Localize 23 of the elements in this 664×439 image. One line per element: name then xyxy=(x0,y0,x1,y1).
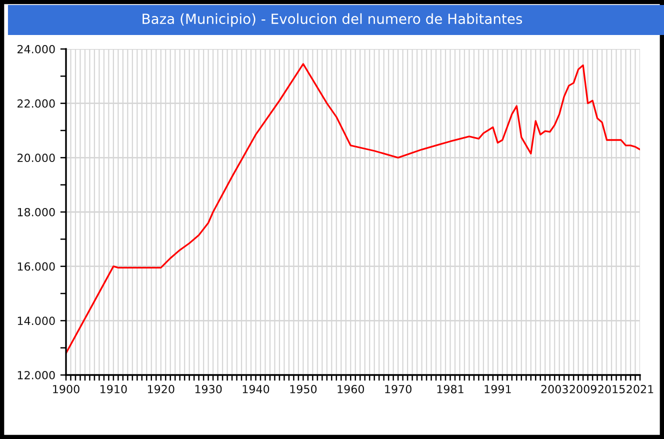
x-tick-label: 2009 xyxy=(570,384,596,394)
y-tick-label: 24.000 xyxy=(18,44,55,54)
x-tick-label: 1930 xyxy=(195,384,222,394)
x-tick-label: 2003 xyxy=(541,384,568,394)
x-tick-label: 1940 xyxy=(242,384,270,394)
x-tick-label: 2015 xyxy=(598,384,625,394)
line-series xyxy=(66,63,640,354)
y-tick-label: 18.000 xyxy=(18,208,55,216)
x-tick-label: 1900 xyxy=(53,384,80,394)
y-tick-label: 16.000 xyxy=(18,262,55,271)
x-tick-label: 1991 xyxy=(484,384,511,394)
x-tick-label: 1960 xyxy=(338,384,364,394)
x-tick-label: 1950 xyxy=(290,384,317,394)
y-tick-label: 20.000 xyxy=(18,154,55,162)
x-tick-label: 2021 xyxy=(626,384,654,394)
x-tick-label: 1970 xyxy=(385,384,412,394)
y-tick-label: 14.000 xyxy=(18,316,55,326)
chart-title: Baza (Municipio) - Evolucion del numero de Habitantes xyxy=(142,13,522,27)
x-tick-label: 1910 xyxy=(100,384,127,394)
x-tick-label: 1920 xyxy=(148,384,174,394)
y-tick-label: 12.000 xyxy=(18,370,55,380)
x-tick-label: 1981 xyxy=(437,384,464,394)
y-tick-label: 22.000 xyxy=(18,99,55,108)
